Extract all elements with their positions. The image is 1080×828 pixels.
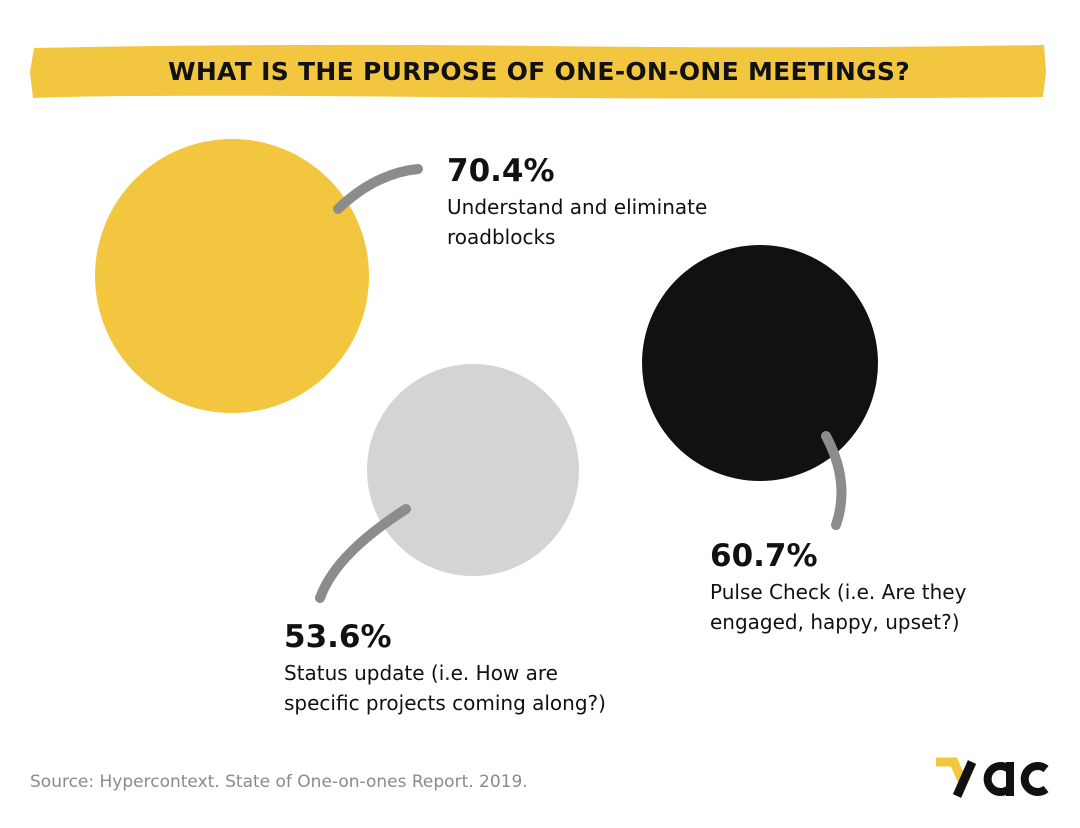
desc-pulse-check-line2: engaged, happy, upset?) (710, 610, 960, 634)
label-status-update: 53.6% Status update (i.e. How are specif… (284, 618, 606, 718)
source-note: Source: Hypercontext. State of One-on-on… (30, 772, 528, 792)
bubble-roadblocks (95, 139, 369, 413)
bubble-status-update (367, 364, 579, 576)
desc-status-update-line2: specific projects coming along?) (284, 691, 606, 715)
bubble-pulse-check (642, 245, 878, 481)
desc-roadblocks-line2: roadblocks (447, 225, 556, 249)
value-label-status-update: 53.6% (284, 619, 392, 655)
label-roadblocks: 70.4% Understand and eliminate roadblock… (447, 152, 707, 252)
label-pulse-check: 60.7% Pulse Check (i.e. Are they engaged… (710, 537, 966, 637)
connector-pulse-check (821, 431, 847, 530)
value-label-roadblocks: 70.4% (447, 153, 555, 189)
chart-title: WHAT IS THE PURPOSE OF ONE-ON-ONE MEETIN… (167, 56, 911, 86)
yac-logo (936, 757, 1049, 798)
title-banner: WHAT IS THE PURPOSE OF ONE-ON-ONE MEETIN… (30, 42, 1048, 100)
desc-status-update-line1: Status update (i.e. How are (284, 661, 558, 685)
title-highlight-shape (30, 44, 1046, 99)
value-label-pulse-check: 60.7% (710, 538, 818, 574)
desc-pulse-check-line1: Pulse Check (i.e. Are they (710, 580, 967, 604)
connector-status-update (315, 504, 411, 603)
desc-roadblocks-line1: Understand and eliminate (447, 195, 708, 219)
connector-roadblocks (333, 164, 423, 214)
